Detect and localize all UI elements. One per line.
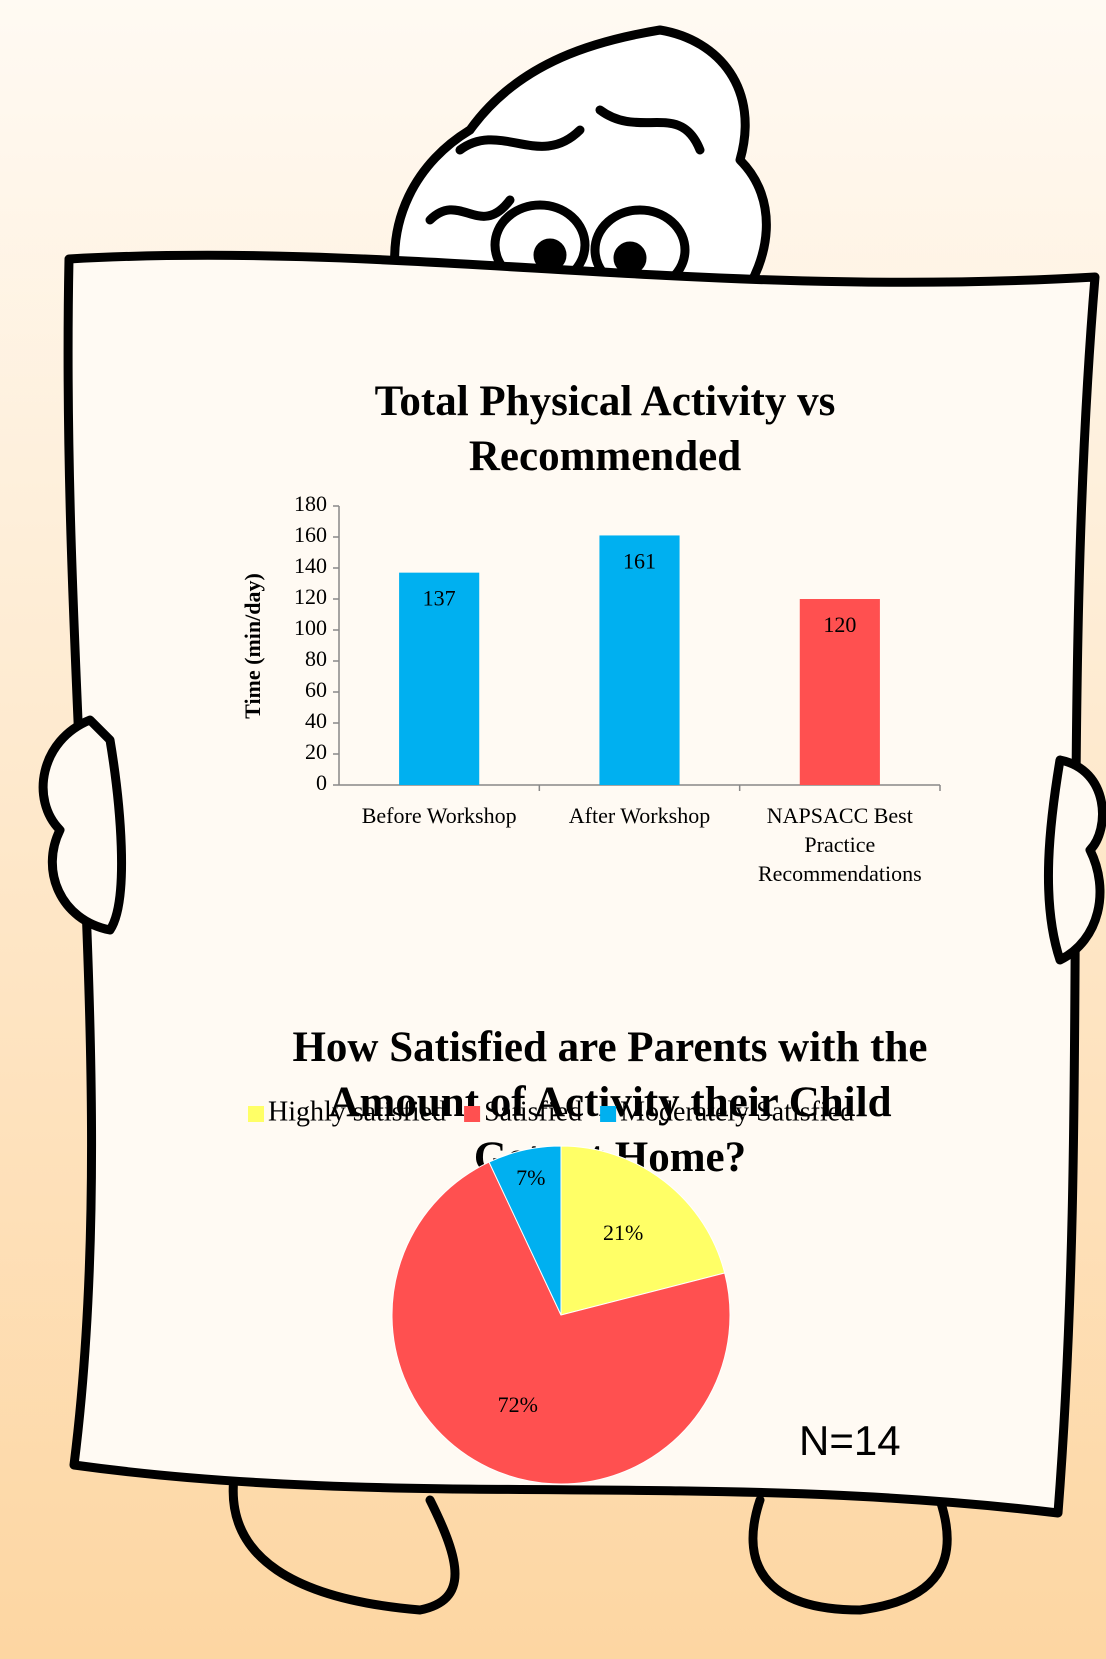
- y-tick-label: 140: [294, 553, 327, 578]
- legend-label: Moderately Satisfied: [620, 1096, 854, 1127]
- x-label-box: Before Workshop: [361, 803, 517, 828]
- y-tick-label: 0: [316, 770, 327, 795]
- y-tick-label: 40: [305, 708, 327, 733]
- data-label: 120: [823, 612, 856, 637]
- data-label: 137: [423, 586, 456, 611]
- y-axis-label: Time (min/day): [240, 573, 265, 719]
- bar: [399, 572, 480, 785]
- y-tick-label: 80: [305, 646, 327, 671]
- legend-label: Satisfied: [484, 1096, 582, 1127]
- x-tick-label: NAPSACC Best Practice Recommendations: [757, 803, 922, 886]
- legend-swatch: [600, 1106, 617, 1122]
- x-tick-label: After Workshop: [568, 803, 711, 828]
- y-tick-label: 60: [305, 677, 327, 702]
- pie-slice: [488, 1145, 562, 1316]
- annotation: N=14: [799, 1417, 901, 1464]
- data-label: 72%: [498, 1392, 538, 1417]
- data-label: 161: [623, 548, 656, 573]
- x-label-box: NAPSACC Best Practice Recommendations: [757, 803, 922, 886]
- data-label: 7%: [516, 1165, 545, 1190]
- x-label-box: After Workshop: [568, 803, 711, 828]
- legend-swatch: [248, 1106, 264, 1122]
- y-tick-label: 160: [294, 522, 327, 547]
- bar-title-box: Total Physical Activity vs Recommended: [374, 378, 836, 480]
- pie-slice: [391, 1161, 731, 1485]
- pie-slice: [560, 1145, 726, 1316]
- cartoon: [38, 25, 1106, 1615]
- y-tick-label: 120: [294, 584, 327, 609]
- bar: [799, 599, 880, 785]
- y-tick-label: 180: [294, 491, 327, 516]
- bar: [599, 535, 680, 785]
- legend-label: Highly satisfied: [268, 1096, 446, 1127]
- y-tick-label: 20: [305, 739, 327, 764]
- y-tick-label: 100: [294, 615, 327, 640]
- bar-title: Total Physical Activity vs Recommended: [374, 378, 836, 480]
- data-label: 21%: [603, 1220, 643, 1245]
- legend-swatch: [464, 1106, 481, 1122]
- x-tick-label: Before Workshop: [361, 803, 517, 828]
